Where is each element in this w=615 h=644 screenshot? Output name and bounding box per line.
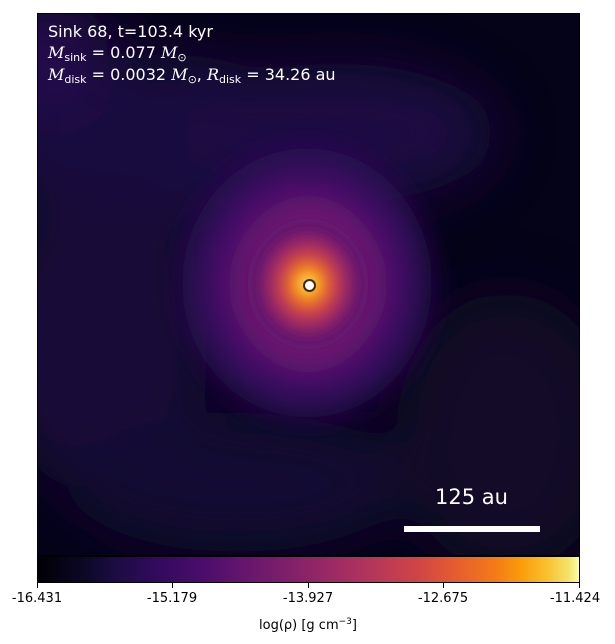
annotation-sink-mass: Msink = 0.077 M⊙ [48, 43, 187, 68]
disk-radius-value: = 34.26 au [241, 65, 336, 84]
disk-mass-subscript: disk [64, 73, 87, 86]
disk-mass-unit: M [171, 65, 188, 84]
colorbar-tick-label: -13.927 [282, 591, 334, 606]
disk-mass-value: = 0.0032 [86, 65, 172, 84]
colorbar-label-exponent: −3 [338, 617, 352, 627]
annotation-disk-properties: Mdisk = 0.0032 M⊙, Rdisk = 34.26 au [48, 65, 336, 90]
disk-mass-symbol: M [48, 65, 65, 84]
annotation-title: Sink 68, t=103.4 kyr [48, 22, 213, 42]
sink-mass-subscript: sink [64, 51, 87, 64]
sink-mass-unit: M [161, 43, 178, 62]
disk-radius-subscript: disk [219, 73, 242, 86]
sink-mass-value: = 0.077 [86, 43, 161, 62]
density-map-image [38, 14, 579, 555]
colorbar-tick-label: -12.675 [417, 591, 469, 606]
colorbar-tick-mark [579, 583, 580, 588]
colorbar-tick-label: -15.179 [146, 591, 198, 606]
colorbar-tick-mark [443, 583, 444, 588]
colorbar-tick-mark [37, 583, 38, 588]
colorbar-label: log(ρ) [g cm−3] [259, 613, 357, 635]
colorbar [37, 556, 580, 583]
colorbar-tick-label: -16.431 [11, 591, 63, 606]
density-map-panel: Sink 68, t=103.4 kyr Msink = 0.077 M⊙ Md… [37, 13, 580, 556]
scale-bar [404, 526, 540, 532]
disk-separator: , [196, 65, 207, 84]
colorbar-tick-mark [172, 583, 173, 588]
colorbar-tick-mark [308, 583, 309, 588]
sink-mass-unit-subscript: ⊙ [177, 51, 187, 64]
colorbar-label-main: log(ρ) [g cm [259, 618, 339, 633]
annotation-title-text: Sink 68, t=103.4 kyr [48, 22, 213, 41]
colorbar-label-end: ] [351, 618, 357, 633]
scale-bar-label: 125 au [435, 485, 508, 509]
sink-mass-symbol: M [48, 43, 65, 62]
colorbar-tick-label: -11.424 [549, 591, 601, 606]
disk-mass-unit-subscript: ⊙ [187, 73, 197, 86]
sink-marker [303, 279, 316, 292]
disk-radius-symbol: R [206, 65, 220, 84]
